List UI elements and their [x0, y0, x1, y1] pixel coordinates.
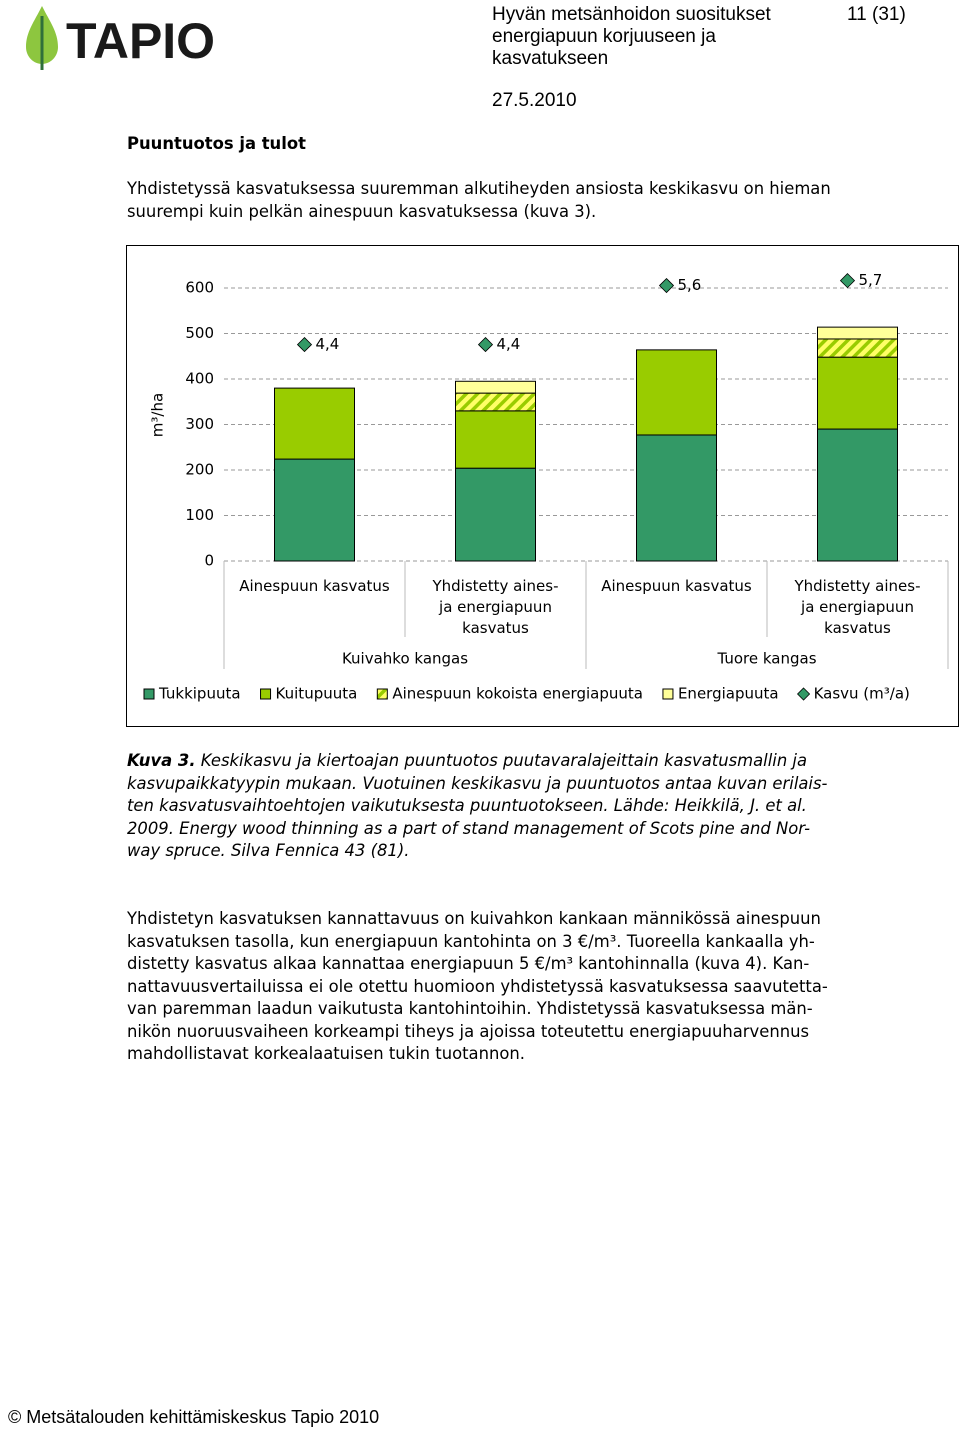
bar-segment	[455, 467, 536, 562]
title-line: energiapuun korjuuseen ja	[492, 26, 716, 47]
bar-segment	[455, 392, 536, 412]
legend-label: Kasvu (m³/a)	[814, 685, 910, 703]
caption-line: Kuva 3. Keskikasvu ja kiertoajan puuntuo…	[127, 750, 827, 773]
bar-segment	[817, 326, 898, 340]
bar-segment	[455, 380, 536, 394]
y-tick-label: 400	[185, 370, 214, 388]
data-label: 5,6	[678, 276, 702, 294]
date: 27.5.2010	[492, 90, 577, 111]
legend-swatch	[796, 687, 811, 701]
caption-label: Kuva 3.	[127, 751, 196, 770]
caption-line: kasvupaikkatyypin mukaan. Vuotuinen kesk…	[127, 773, 828, 793]
data-label: 5,7	[859, 271, 883, 289]
title-line: kasvatukseen	[492, 48, 609, 69]
text-line: kasvatuksen tasolla, kun energiapuun kan…	[127, 931, 815, 951]
legend-swatch	[260, 688, 272, 700]
y-axis-label: m³/ha	[149, 393, 167, 437]
y-tick-label: 600	[185, 279, 214, 297]
paragraph: Yhdistetyn kasvatuksen kannattavuus on k…	[127, 908, 828, 1066]
legend-swatch	[662, 688, 674, 700]
text-line: nikön nuoruusvaiheen korkeampi tiheys ja…	[127, 1021, 810, 1041]
bar-segment	[455, 410, 536, 469]
logo: TAPIO	[26, 6, 215, 70]
text-line: van paremman laadun vaikutusta kantohint…	[127, 999, 813, 1018]
legend-label: Energiapuuta	[678, 685, 779, 703]
group-label: Tuore kangas	[716, 650, 816, 668]
caption-line: way spruce. Silva Fennica 43 (81).	[127, 841, 410, 860]
text-line: nattavuusvertailuissa ei ole otettu huom…	[127, 976, 828, 996]
y-tick-label: 100	[185, 506, 214, 524]
chart: m³/ha 0 100 200 300 400 500 600 Ainespuun kasva…	[126, 245, 959, 727]
legend-label: Kuitupuuta	[276, 685, 358, 703]
bar-segment	[636, 434, 717, 562]
legend-label: Ainespuun kokoista energiapuuta	[392, 685, 643, 703]
bar-segment	[636, 349, 717, 436]
y-tick-label: 0	[204, 552, 214, 570]
bar-segment	[274, 387, 355, 460]
logo-text: TAPIO	[66, 13, 215, 69]
legend-swatch	[376, 688, 388, 700]
legend-label: Tukkipuuta	[158, 685, 241, 703]
text-line: Yhdistetyn kasvatuksen kannattavuus on k…	[127, 909, 821, 928]
caption-text: Keskikasvu ja kiertoajan puuntuotos puut…	[195, 751, 808, 770]
bar-segment	[817, 428, 898, 562]
caption-line: 2009. Energy wood thinning as a part of …	[127, 818, 811, 838]
text-line: suurempi kuin pelkän ainespuun kasvatuks…	[127, 201, 597, 221]
x-tick-label: Yhdistetty aines-ja energiapuun kasvatus	[431, 577, 558, 637]
y-tick-label: 500	[185, 324, 214, 342]
growth-marker	[477, 337, 494, 353]
title-line: Hyvän metsänhoidon suositukset	[492, 4, 771, 25]
text-line: mahdollistavat korkealaatuisen tukin tuo…	[127, 1044, 526, 1063]
bar-segment	[274, 458, 355, 562]
y-tick-label: 300	[185, 415, 214, 433]
footer: © Metsätalouden kehittämiskeskus Tapio 2…	[8, 1407, 380, 1427]
bar-segment	[817, 338, 898, 358]
growth-marker	[658, 277, 675, 294]
data-label: 4,4	[316, 335, 340, 353]
bar-segment	[817, 356, 898, 430]
page-number: 11 (31)	[847, 4, 906, 25]
y-tick-label: 200	[185, 461, 214, 479]
growth-marker	[296, 337, 313, 353]
group-label: Kuivahko kangas	[342, 650, 468, 668]
caption-line: ten kasvatusvaihtoehtojen vaikutuksesta …	[127, 796, 807, 815]
legend-swatch	[143, 688, 155, 700]
x-tick-label: Yhdistetty aines-ja energiapuun kasvatus	[793, 577, 920, 637]
heading: Puuntuotos ja tulot	[127, 134, 306, 153]
data-label: 4,4	[497, 335, 521, 353]
x-tick-label: Ainespuun kasvatus	[601, 577, 752, 595]
x-tick-label: Ainespuun kasvatus	[239, 577, 390, 595]
section-text: Yhdistetyssä kasvatuksessa suuremman alk…	[127, 178, 831, 223]
text-line: Yhdistetyssä kasvatuksessa suuremman alk…	[127, 179, 831, 198]
growth-marker	[839, 273, 856, 289]
header-title: Hyvän metsänhoidon suositukset energiapu…	[492, 4, 771, 70]
text-line: distetty kasvatus alkaa kannattaa energi…	[127, 954, 810, 973]
caption: Kuva 3. Keskikasvu ja kiertoajan puuntuo…	[127, 750, 827, 863]
